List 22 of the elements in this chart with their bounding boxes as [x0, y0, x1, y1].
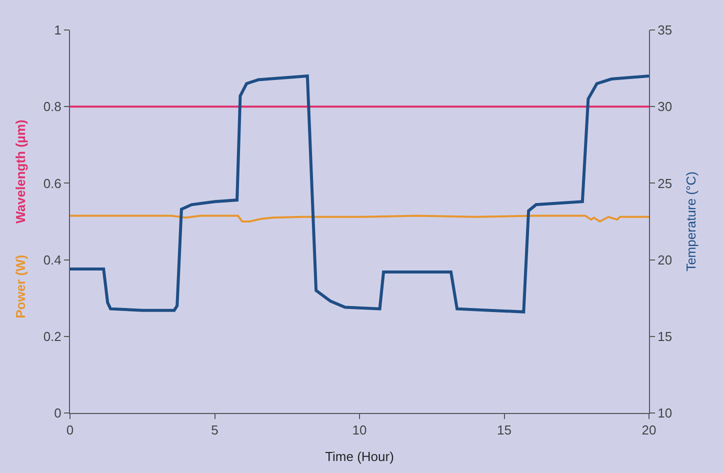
- y-tick-label: 0: [54, 406, 62, 421]
- y2-tick-label: 30: [658, 99, 672, 114]
- x-tick-label: 5: [211, 422, 218, 438]
- x-tick-label: 20: [642, 422, 656, 438]
- y2-tick-label: 10: [658, 406, 672, 421]
- text: Wavelength (µm): [13, 120, 28, 224]
- y-tick-label: 0.4: [43, 252, 62, 268]
- y2-tick-label: 20: [658, 252, 672, 268]
- x-tick-label: 10: [352, 422, 367, 438]
- y-tick-label: 1: [54, 22, 62, 38]
- line-series: [70, 74, 649, 314]
- y2-tick-label: 15: [658, 328, 672, 344]
- x-tick-label: 15: [497, 422, 512, 438]
- y-tick-label: 0.6: [43, 176, 62, 191]
- y-tick-label: 0.8: [43, 99, 62, 114]
- text: Power (W): [13, 254, 28, 318]
- y2-axis-title: Temperature (°C): [684, 172, 699, 272]
- y2-tick-label: 35: [658, 22, 672, 38]
- y2-tick-label: 25: [658, 176, 672, 191]
- x-tick-label: 0: [66, 422, 74, 438]
- y-tick-label: 0.2: [43, 328, 62, 344]
- x-axis-title: Time (Hour): [325, 449, 394, 464]
